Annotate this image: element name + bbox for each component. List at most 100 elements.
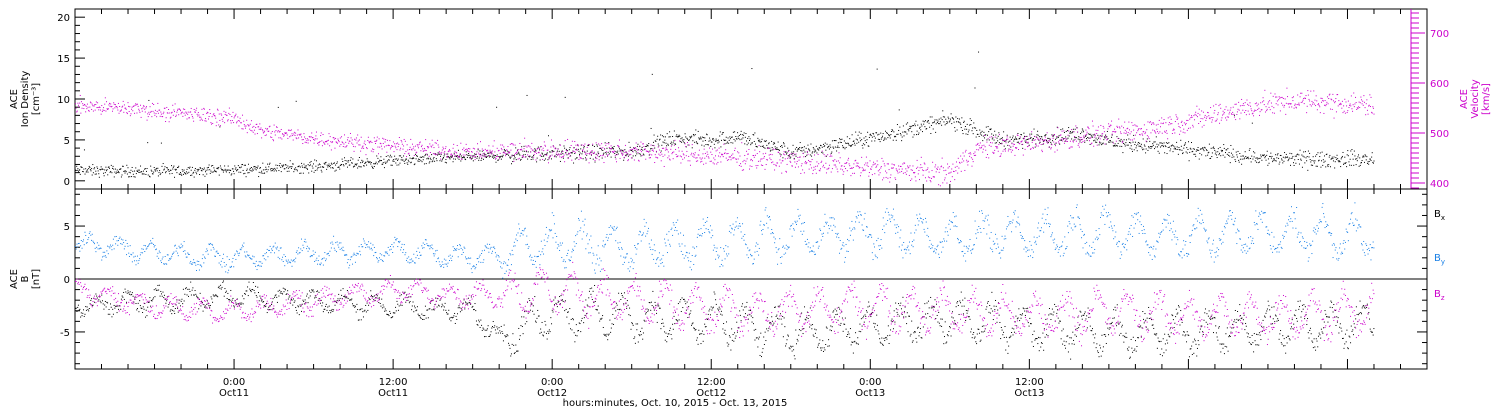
ion-density-point: [657, 135, 659, 137]
velocity-point: [1147, 121, 1149, 123]
velocity-point: [392, 145, 394, 147]
ion-density-point: [423, 156, 425, 158]
velocity-point: [1055, 145, 1057, 147]
ion-density-point: [1261, 159, 1263, 161]
velocity-point: [177, 108, 179, 110]
velocity-point: [1281, 102, 1283, 104]
velocity-point: [682, 158, 684, 160]
magnetic-field-axis: -505: [60, 193, 1427, 365]
ion-density-point: [890, 130, 892, 132]
velocity-point: [1106, 138, 1108, 140]
velocity-point: [301, 136, 303, 138]
ion-density-point: [1256, 161, 1258, 163]
ion-density-point: [432, 160, 434, 162]
ion-density-point: [429, 161, 431, 163]
ion-density-point: [1152, 143, 1154, 145]
velocity-point: [141, 110, 143, 112]
ion-density-point: [1152, 144, 1154, 146]
ion-density-point: [1030, 137, 1032, 139]
velocity-point: [374, 140, 376, 142]
ion-density-point: [1118, 140, 1120, 142]
ion-density-point: [194, 167, 196, 169]
ion-density-point: [914, 125, 916, 127]
ion-density-point: [129, 172, 131, 174]
velocity-point: [802, 152, 804, 154]
ion-density-point: [561, 151, 563, 153]
ion-density-point: [454, 155, 456, 157]
velocity-point: [1088, 128, 1090, 130]
ion-density-point: [594, 161, 596, 163]
ion-density-point: [1238, 161, 1240, 163]
velocity-point: [1340, 103, 1342, 105]
velocity-point: [95, 104, 97, 106]
velocity-point: [185, 112, 187, 114]
ion-density-point: [876, 132, 878, 134]
velocity-point: [178, 114, 180, 116]
ion-density-point: [523, 145, 525, 147]
velocity-point: [236, 122, 238, 124]
velocity-point: [1219, 103, 1221, 105]
ion-density-point: [110, 164, 112, 166]
axis-label-line: ACE: [1459, 89, 1470, 109]
velocity-point: [152, 110, 154, 112]
ion-density-point: [270, 170, 272, 172]
velocity-point: [1204, 116, 1206, 118]
velocity-point: [163, 107, 165, 109]
velocity-point: [251, 130, 253, 132]
velocity-point: [1064, 138, 1066, 140]
ion-density-point: [1258, 157, 1260, 159]
ion-density-point: [1068, 135, 1070, 137]
velocity-point: [836, 160, 838, 162]
ion-density-point: [355, 164, 357, 166]
ion-density-point: [79, 169, 81, 171]
velocity-point: [112, 108, 114, 110]
velocity-point: [985, 149, 987, 151]
velocity-point: [704, 157, 706, 159]
velocity-point: [1099, 141, 1101, 143]
ion-density-point: [1249, 148, 1251, 150]
velocity-point: [719, 152, 721, 154]
velocity-point: [982, 151, 984, 153]
bx-point: [172, 305, 174, 307]
bx-point: [104, 300, 106, 302]
ion-density-point: [378, 161, 380, 163]
velocity-point: [807, 153, 809, 155]
velocity-point: [850, 175, 852, 177]
velocity-point: [672, 158, 674, 160]
ion-density-point: [1109, 140, 1111, 142]
velocity-point: [90, 102, 92, 104]
ion-density-point: [729, 136, 731, 138]
bx-point: [177, 311, 179, 313]
ion-density-point: [903, 135, 905, 137]
velocity-point: [389, 148, 391, 150]
ion-density-point: [916, 134, 918, 136]
velocity-point: [740, 165, 742, 167]
ion-density-point: [1346, 166, 1348, 168]
velocity-point: [774, 169, 776, 171]
ion-density-point: [281, 166, 283, 168]
ion-density-point: [497, 159, 499, 161]
velocity-point: [775, 164, 777, 166]
ion-density-point: [450, 157, 452, 159]
velocity-point: [766, 159, 768, 161]
velocity-point: [877, 164, 879, 166]
bx-point: [142, 306, 144, 308]
ion-density-point: [208, 164, 210, 166]
axis-label-line: [km/s]: [1481, 83, 1492, 115]
ion-density-point: [447, 153, 449, 155]
velocity-point: [732, 157, 734, 159]
velocity-point: [480, 154, 482, 156]
velocity-point: [1014, 154, 1016, 156]
ion-density-point: [888, 134, 890, 136]
velocity-point: [129, 115, 131, 117]
ion-density-point: [205, 169, 207, 171]
ion-density-point: [978, 51, 980, 53]
ion-density-point: [563, 145, 565, 147]
ion-density-point: [308, 172, 310, 174]
ion-density-point: [868, 145, 870, 147]
velocity-point: [187, 113, 189, 115]
ion-density-point: [501, 155, 503, 157]
velocity-point: [1231, 113, 1233, 115]
velocity-point: [432, 144, 434, 146]
velocity-point: [1316, 100, 1318, 102]
